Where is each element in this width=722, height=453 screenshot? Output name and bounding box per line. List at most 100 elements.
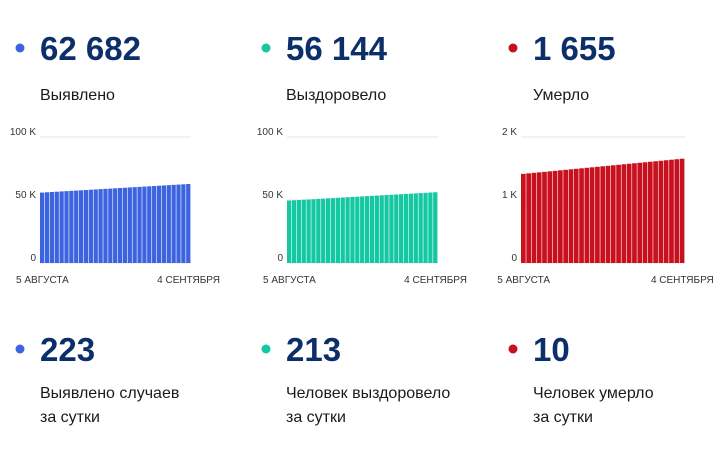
bar — [403, 193, 409, 263]
bar — [563, 169, 569, 263]
bar — [552, 170, 558, 263]
bar — [78, 190, 84, 263]
bar — [83, 190, 89, 263]
bar — [152, 186, 157, 263]
bar — [345, 197, 350, 263]
y-tick-label: 0 — [511, 253, 517, 264]
bar — [642, 162, 648, 263]
bar — [595, 166, 600, 263]
bar — [531, 172, 537, 263]
total-value: 1 655 — [533, 30, 616, 67]
bar — [54, 191, 59, 263]
bar — [74, 190, 79, 263]
y-tick-label: 1 K — [502, 190, 517, 201]
y-tick-label: 50 K — [262, 190, 283, 201]
bar — [679, 158, 685, 263]
bar — [49, 191, 55, 263]
bar — [325, 198, 331, 263]
bar — [647, 161, 653, 263]
bar — [306, 199, 311, 263]
bar — [108, 188, 113, 263]
bar — [88, 189, 93, 263]
bar — [521, 173, 526, 263]
bar — [330, 198, 336, 263]
bar — [379, 195, 384, 263]
y-tick-label: 50 K — [15, 190, 36, 201]
bar — [558, 170, 563, 263]
bar — [674, 159, 680, 263]
y-tick-label: 0 — [277, 253, 283, 264]
bar — [589, 167, 595, 263]
bar — [626, 163, 632, 263]
bar — [113, 188, 118, 263]
bar — [132, 187, 137, 263]
bar — [287, 200, 292, 263]
bar — [64, 191, 69, 263]
daily-label: Человек умерло — [533, 385, 654, 402]
dot — [508, 43, 518, 53]
daily-value: 10 — [533, 331, 570, 368]
bar — [632, 163, 637, 263]
bar — [423, 192, 428, 263]
bar — [433, 192, 438, 263]
bar — [103, 188, 108, 263]
bar — [526, 173, 531, 263]
bar — [369, 195, 375, 263]
bar — [360, 196, 365, 263]
bar — [350, 196, 355, 263]
y-tick-label: 100 K — [257, 127, 283, 138]
bar — [418, 193, 423, 263]
daily-label: за сутки — [533, 409, 593, 426]
bar — [316, 198, 321, 263]
daily-label: за сутки — [40, 409, 100, 426]
total-label: Выздоровело — [286, 87, 386, 104]
daily-label: Человек выздоровело — [286, 385, 450, 402]
bar — [568, 169, 574, 263]
total-value: 56 144 — [286, 30, 388, 67]
bar — [176, 184, 181, 263]
bar — [413, 193, 418, 263]
bar — [573, 168, 579, 263]
dot — [261, 344, 271, 354]
y-tick-label: 2 K — [502, 127, 517, 138]
y-tick-label: 100 K — [10, 127, 36, 138]
dot — [261, 43, 271, 53]
bar — [605, 165, 611, 263]
daily-value: 223 — [40, 331, 95, 368]
bar — [374, 195, 379, 263]
bar — [137, 186, 142, 263]
daily-label: Выявлено случаев — [40, 385, 179, 402]
bar — [321, 198, 326, 263]
x-tick-label: 5 АВГУСТА — [263, 275, 316, 286]
bar — [127, 187, 132, 263]
bar — [147, 186, 152, 263]
bar — [186, 184, 191, 263]
bar — [621, 164, 627, 263]
total-label: Умерло — [533, 87, 589, 104]
bar — [340, 197, 345, 263]
bar — [389, 194, 394, 263]
bar — [44, 192, 50, 263]
bar — [542, 171, 547, 263]
bar — [355, 196, 360, 263]
bar — [166, 185, 171, 263]
bar — [658, 160, 664, 263]
x-tick-label: 5 АВГУСТА — [497, 275, 550, 286]
bar — [428, 192, 433, 263]
bar — [584, 167, 590, 263]
y-tick-label: 0 — [30, 253, 36, 264]
bar — [181, 184, 186, 263]
bar — [616, 164, 621, 263]
bar — [40, 192, 45, 263]
bar — [117, 188, 123, 263]
bar — [291, 200, 297, 263]
bar — [161, 185, 167, 263]
bar — [171, 184, 176, 263]
bar — [536, 172, 542, 263]
bar — [364, 196, 370, 263]
bar — [59, 191, 64, 263]
bar — [93, 189, 98, 263]
dot — [15, 43, 25, 53]
bar — [394, 194, 399, 263]
